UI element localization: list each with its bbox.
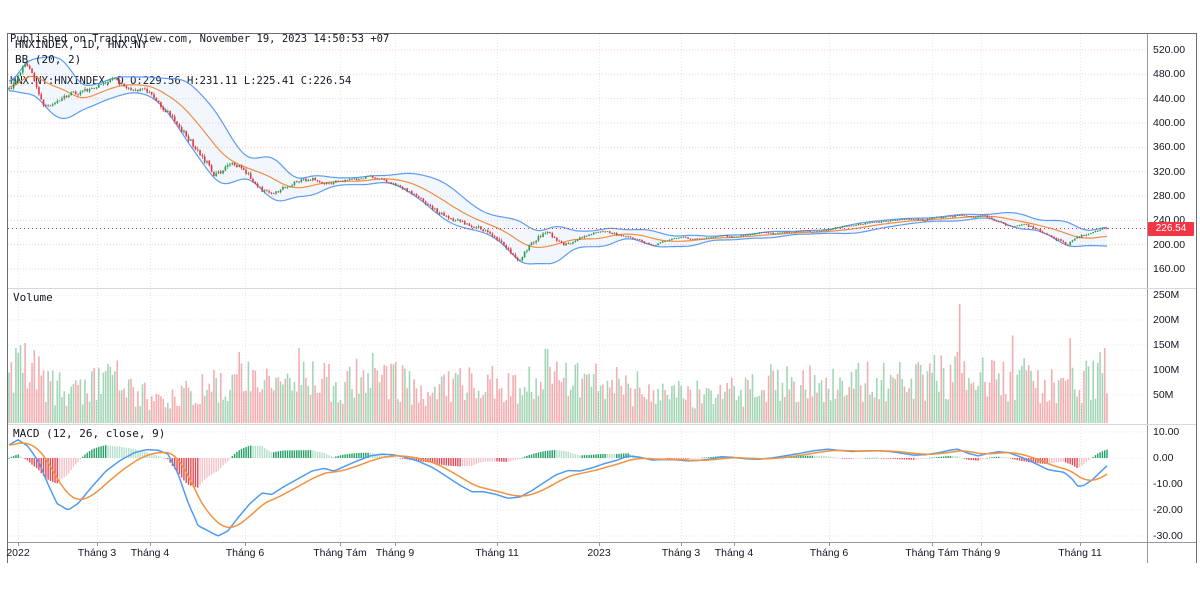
symbol-ohlc-line: HNX.NY:HNXINDEX, D O:229.56 H:231.11 L:2…	[10, 74, 389, 88]
last-price-badge: 226.54	[1148, 221, 1194, 236]
price-axis-label: 520.00	[1153, 44, 1186, 56]
price-axis-label: 160.00	[1153, 262, 1186, 275]
symbol-legend: HNXINDEX, 1D, HNX.NY	[15, 38, 148, 51]
time-axis-label: Tháng Tám	[313, 547, 367, 559]
footer-bar: TradingView	[0, 563, 1200, 590]
macd-axis-label: -10.00	[1153, 478, 1183, 490]
time-axis-label: Tháng 4	[130, 547, 170, 559]
price-axis-label: 440.00	[1153, 92, 1186, 105]
time-axis-label: Tháng 6	[225, 547, 265, 559]
bb-indicator-legend: BB (20, 2)	[15, 53, 82, 66]
macd-axis-label: 10.00	[1153, 426, 1180, 438]
time-axis-label: 2023	[587, 547, 611, 559]
volume-axis-label: 200M	[1153, 314, 1180, 326]
time-axis-label: Tháng 11	[1058, 547, 1102, 559]
time-axis-label: 2022	[6, 547, 30, 559]
price-axis-label: 280.00	[1153, 189, 1186, 202]
price-axis-label: 200.00	[1153, 238, 1186, 251]
macd-pane-legend: MACD (12, 26, close, 9)	[13, 427, 166, 440]
time-axis-label: Tháng Tám	[905, 547, 959, 559]
time-axis-label: Tháng 11	[475, 547, 519, 559]
volume-axis-label: 250M	[1153, 289, 1180, 301]
publish-timestamp: Published on TradingView.com, November 1…	[10, 33, 390, 45]
publish-header: Published on TradingView.com, November 1…	[10, 4, 389, 116]
volume-axis-label: 150M	[1153, 339, 1180, 351]
macd-axis-label: -30.00	[1153, 530, 1183, 542]
time-axis-label: Tháng 3	[661, 547, 701, 559]
price-axis-label: 360.00	[1153, 141, 1186, 154]
price-axis-label: 320.00	[1153, 165, 1186, 178]
macd-axis-label: -20.00	[1153, 504, 1183, 516]
time-axis-label: Tháng 4	[714, 547, 754, 559]
time-axis-label: Tháng 9	[961, 547, 1001, 559]
macd-axis-label: 0.00	[1153, 452, 1174, 464]
volume-axis-label: 50M	[1153, 389, 1174, 401]
volume-pane-legend: Volume	[13, 291, 53, 304]
price-axis-label: 480.00	[1153, 68, 1186, 81]
time-axis-label: Tháng 3	[77, 547, 117, 559]
price-axis-label: 400.00	[1153, 116, 1186, 129]
time-axis-label: Tháng 6	[809, 547, 849, 559]
time-axis-label: Tháng 9	[375, 547, 415, 559]
volume-axis-label: 100M	[1153, 364, 1180, 376]
